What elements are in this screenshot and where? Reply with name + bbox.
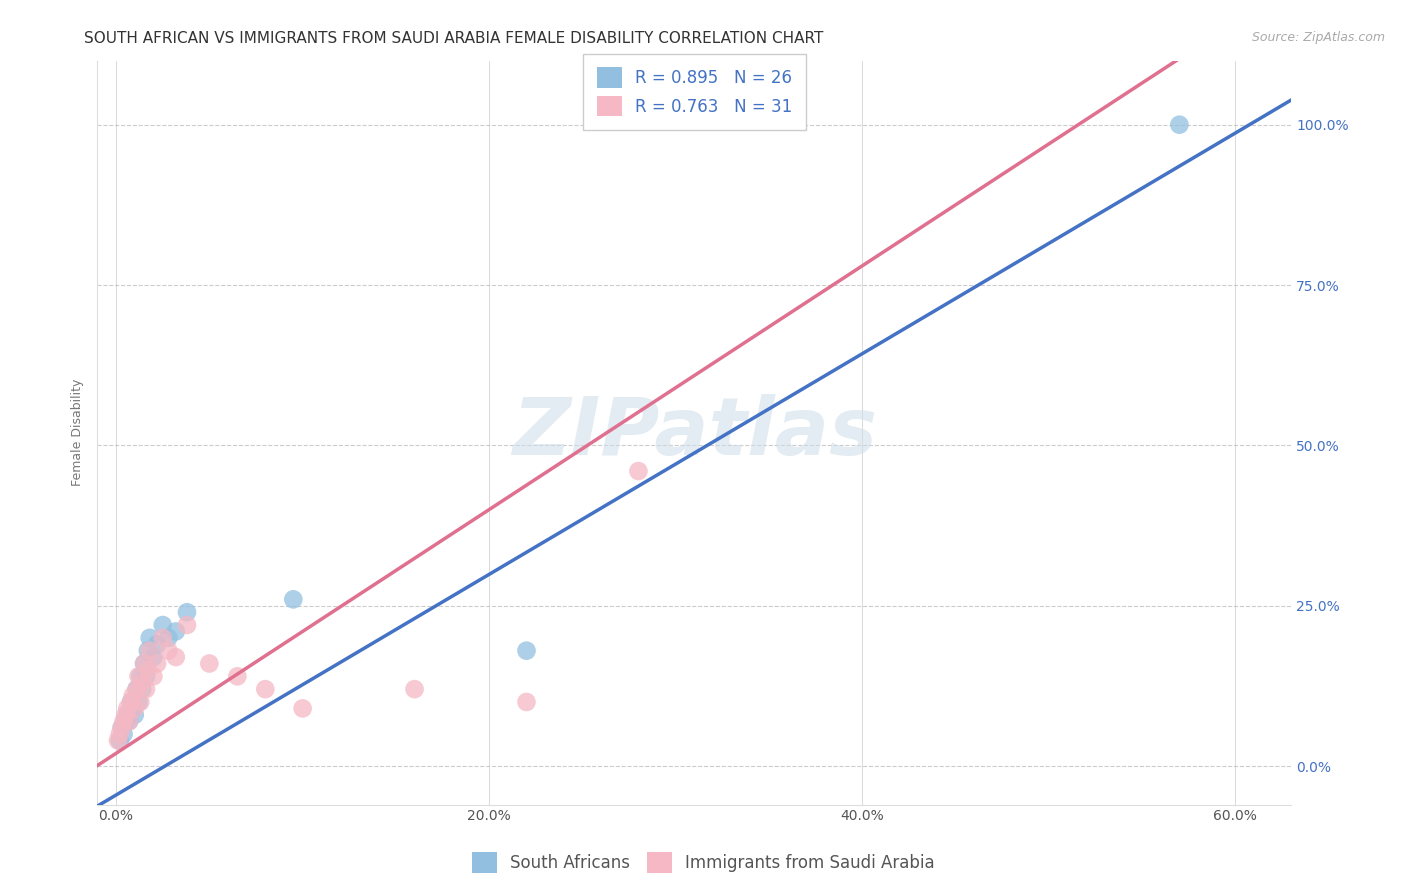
Text: SOUTH AFRICAN VS IMMIGRANTS FROM SAUDI ARABIA FEMALE DISABILITY CORRELATION CHAR: SOUTH AFRICAN VS IMMIGRANTS FROM SAUDI A… (84, 31, 824, 46)
Point (108, 727, 131, 741)
Point (142, 669, 165, 683)
Point (118, 714, 141, 729)
Point (127, 695, 149, 709)
Point (152, 631, 174, 645)
Point (118, 714, 141, 729)
Legend: R = 0.895   N = 26, R = 0.763   N = 31: R = 0.895 N = 26, R = 0.763 N = 31 (583, 54, 806, 129)
Point (111, 721, 134, 735)
Point (254, 682, 277, 697)
Point (146, 657, 169, 671)
Point (176, 618, 198, 632)
Point (138, 631, 160, 645)
Point (515, 695, 537, 709)
Point (117, 701, 139, 715)
Point (122, 689, 145, 703)
Point (283, 592, 305, 607)
Point (627, 464, 650, 478)
Point (132, 657, 155, 671)
Point (112, 727, 135, 741)
Point (107, 733, 129, 747)
Point (157, 643, 180, 657)
Y-axis label: Female Disability: Female Disability (72, 379, 84, 486)
Point (120, 695, 142, 709)
Point (157, 631, 180, 645)
Point (132, 657, 155, 671)
Point (135, 669, 157, 683)
Point (404, 682, 426, 697)
Point (226, 669, 249, 683)
Text: Source: ZipAtlas.com: Source: ZipAtlas.com (1251, 31, 1385, 45)
Point (1168, 118, 1191, 132)
Point (136, 643, 159, 657)
Point (125, 682, 148, 697)
Point (129, 669, 152, 683)
Point (112, 714, 135, 729)
Point (165, 650, 187, 665)
Point (129, 695, 152, 709)
Point (152, 618, 174, 632)
Point (131, 682, 153, 697)
Point (111, 721, 134, 735)
Point (165, 624, 187, 639)
Legend: South Africans, Immigrants from Saudi Arabia: South Africans, Immigrants from Saudi Ar… (465, 846, 941, 880)
Point (146, 637, 169, 651)
Point (127, 669, 149, 683)
Point (135, 682, 157, 697)
Point (122, 701, 145, 715)
Point (136, 663, 159, 677)
Point (114, 707, 136, 722)
Point (291, 701, 314, 715)
Point (176, 605, 198, 619)
Point (117, 707, 139, 722)
Point (515, 643, 537, 657)
Point (114, 714, 136, 729)
Text: ZIPatlas: ZIPatlas (512, 393, 877, 472)
Point (131, 675, 153, 690)
Point (198, 657, 221, 671)
Point (120, 695, 142, 709)
Point (124, 707, 146, 722)
Point (124, 701, 146, 715)
Point (138, 643, 160, 657)
Point (108, 733, 131, 747)
Point (142, 650, 165, 665)
Point (125, 682, 148, 697)
